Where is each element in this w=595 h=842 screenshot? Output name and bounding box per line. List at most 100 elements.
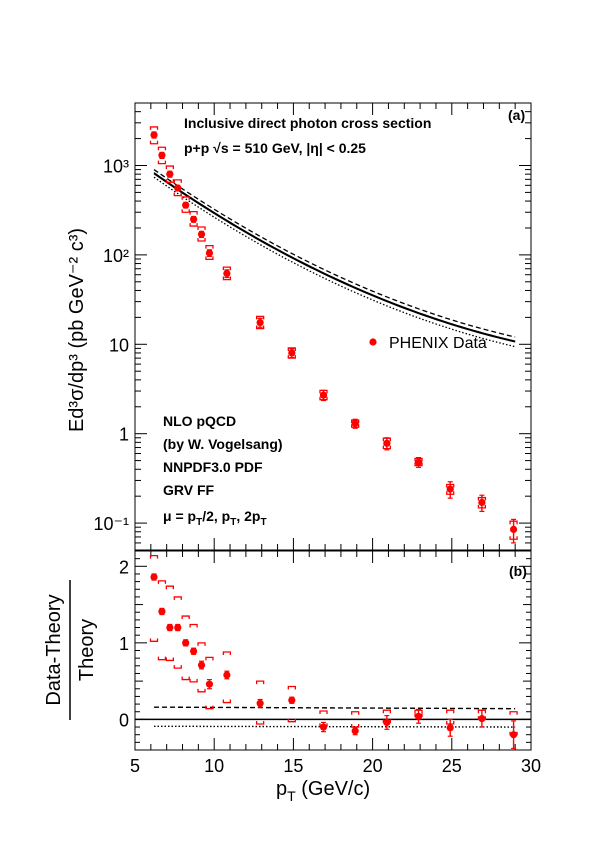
sys-error-bracket (190, 624, 197, 627)
sys-error-bracket (151, 556, 158, 559)
sys-error-bracket (383, 710, 390, 713)
legend-marker (369, 338, 376, 345)
data-point (478, 715, 485, 722)
data-point (174, 624, 181, 631)
theory-label-author: (by W. Vogelsang) (163, 436, 283, 452)
y-tick-label-top: 10⁻¹ (93, 514, 129, 534)
x-axis-label: pT (GeV/c) (276, 778, 370, 804)
sys-error-bracket (223, 700, 230, 703)
data-point (166, 624, 173, 631)
top-axis-ticks: 10⁻¹ 1 10 10² 10³ (93, 103, 531, 550)
data-point (190, 216, 197, 223)
sys-error-bracket (223, 652, 230, 655)
data-point (415, 713, 422, 720)
y-tick-label-bottom: 0 (119, 710, 129, 730)
data-point (510, 731, 517, 738)
theory-label-pdf: NNPDF3.0 PDF (163, 459, 263, 475)
data-point (158, 608, 165, 615)
sys-error-bracket (158, 147, 165, 150)
y-tick-label-top: 10 (109, 335, 129, 355)
x-tick-label: 5 (130, 756, 140, 776)
sys-error-bracket (158, 657, 165, 660)
data-point (223, 270, 230, 277)
sys-error-bracket (198, 643, 205, 646)
data-point (182, 639, 189, 646)
legend-label: PHENIX Data (389, 335, 487, 352)
x-tick-label: 20 (363, 756, 383, 776)
data-point (257, 319, 264, 326)
chart-title: Inclusive direct photon cross section (184, 115, 431, 131)
sys-error-bracket (190, 679, 197, 682)
theory-label-nlo: NLO pQCD (163, 413, 236, 429)
x-tick-label: 10 (204, 756, 224, 776)
sys-error-bracket (182, 677, 189, 680)
data-point (320, 723, 327, 730)
sys-error-bracket (206, 657, 213, 660)
y-tick-label-bottom: 2 (119, 557, 129, 577)
sys-error-bracket (166, 657, 173, 660)
data-point (206, 681, 213, 688)
ratio-line-dotted (154, 726, 515, 727)
sys-error-bracket (174, 597, 181, 600)
y-tick-label-top: 10² (103, 246, 129, 266)
data-point (415, 459, 422, 466)
data-point (150, 573, 157, 580)
theory-curve-dotted (154, 177, 515, 346)
y-tick-label-top: 1 (119, 425, 129, 445)
x-tick-label: 30 (521, 756, 541, 776)
data-point (174, 184, 181, 191)
data-point (320, 392, 327, 399)
sys-error-bracket (352, 712, 359, 715)
sys-error-bracket (174, 665, 181, 668)
chart-subtitle: p+p √s = 510 GeV, |η| < 0.25 (184, 140, 366, 156)
sys-error-bracket (198, 689, 205, 692)
sys-error-bracket (257, 721, 264, 724)
data-point (223, 671, 230, 678)
data-point (352, 727, 359, 734)
sys-error-bracket (352, 724, 359, 727)
y-tick-label-top: 10³ (103, 156, 129, 176)
sys-error-bracket (166, 166, 173, 169)
data-point (447, 485, 454, 492)
sys-error-bracket (151, 127, 158, 130)
sys-error-bracket (320, 711, 327, 714)
sys-error-bracket (182, 616, 189, 619)
panel-label-b: (b) (509, 563, 527, 579)
x-tick-label: 15 (283, 756, 303, 776)
y-axis-label-bottom-numerator: Data-Theory (43, 594, 65, 705)
sys-error-bracket (288, 686, 295, 689)
sys-error-bracket (510, 712, 517, 715)
theory-label-scale: μ = pT/2, pT, 2pT (163, 508, 267, 528)
sys-error-bracket (206, 246, 213, 249)
sys-error-bracket (182, 209, 189, 212)
data-point (383, 719, 390, 726)
sys-error-bracket (158, 161, 165, 164)
sys-error-bracket (190, 223, 197, 226)
data-point (190, 648, 197, 655)
data-point (150, 131, 157, 138)
data-point (288, 349, 295, 356)
sys-error-bracket (190, 212, 197, 215)
data-point (288, 697, 295, 704)
data-point (257, 700, 264, 707)
sys-error-bracket (174, 180, 181, 183)
data-point (510, 526, 517, 533)
sys-error-bracket (166, 586, 173, 589)
theory-label-ff: GRV FF (163, 482, 215, 498)
sys-error-bracket (198, 227, 205, 230)
data-point (206, 249, 213, 256)
data-point (166, 171, 173, 178)
data-point (158, 152, 165, 159)
sys-error-bracket (158, 581, 165, 584)
data-point (383, 440, 390, 447)
bottom-theory-curves (135, 707, 531, 727)
y-tick-label-bottom: 1 (119, 634, 129, 654)
data-point (182, 202, 189, 209)
data-point (198, 661, 205, 668)
sys-error-bracket (151, 141, 158, 144)
data-point (198, 231, 205, 238)
data-point (447, 724, 454, 731)
theory-curve-solid (154, 174, 515, 342)
